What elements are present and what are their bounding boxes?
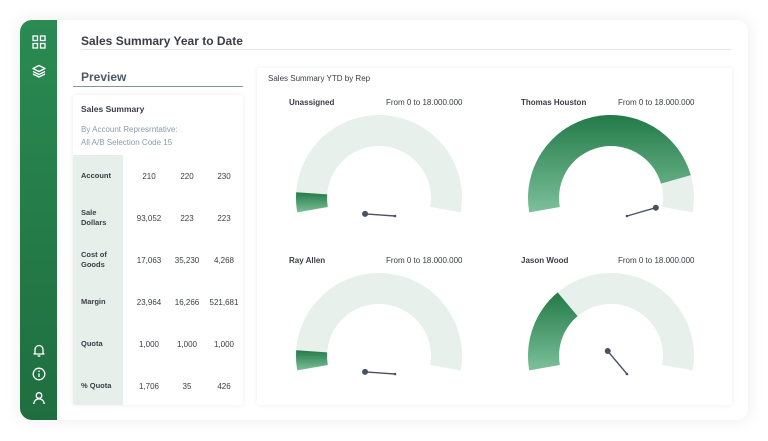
gauge-panel-title: Sales Summary YTD by Rep: [268, 74, 371, 83]
gauge-needle: [626, 207, 657, 217]
gauge-range: From 0 to 18.000.000: [386, 98, 463, 107]
table-cell: 35,230: [174, 255, 200, 265]
table-cell: 16,266: [174, 297, 200, 307]
row-label: Account: [73, 155, 123, 197]
row-label: Sale Dollars: [73, 197, 123, 239]
gauge-needle-head: [362, 210, 369, 217]
gauge-needle-pivot: [625, 214, 629, 218]
table-cell: 17,063: [136, 255, 162, 265]
gauge-needle-pivot: [393, 214, 397, 218]
page-title: Sales Summary Year to Date: [81, 34, 243, 48]
table-cell: 4,268: [213, 255, 235, 265]
grid-icon[interactable]: [30, 33, 47, 50]
preview-card-title: Sales Summary: [81, 104, 145, 114]
gauge-range: From 0 to 18.000.000: [618, 98, 695, 107]
table-cell: 93,052: [136, 213, 162, 223]
gauge-needle: [607, 350, 628, 375]
subtitle-line-2: All A/B Selection Code 15: [81, 138, 173, 147]
table-cell: 35: [182, 381, 192, 391]
gauge-layer: [296, 114, 694, 376]
table-row: Account 210 220 230: [73, 155, 243, 197]
gauge-needle-pivot: [393, 372, 397, 376]
table-cell: 23,964: [136, 297, 162, 307]
gauge-fill: [528, 115, 691, 213]
preview-card-subtitle: By Account Represrntative: All A/B Selec…: [81, 123, 178, 149]
table-row: % Quota 1,706 35 426: [73, 365, 243, 405]
gauge-track: [528, 273, 694, 371]
preview-heading: Preview: [73, 68, 243, 87]
table-row: Margin 23,964 16,266 521,681: [73, 281, 243, 323]
layers-icon[interactable]: [30, 62, 47, 79]
table-cell: 1,000: [213, 339, 235, 349]
gauge-name-ray-allen: Ray Allen: [289, 256, 326, 265]
row-label: Margin: [73, 281, 123, 323]
table-cell: 1,000: [176, 339, 198, 349]
gauge-charts: [296, 114, 694, 376]
row-label: Quota: [73, 323, 123, 365]
gauge-name-thomas-houston: Thomas Houston: [521, 98, 587, 107]
table-cell: 521,681: [209, 297, 239, 307]
gauge-name-unassigned: Unassigned: [289, 98, 335, 107]
gauge-range: From 0 to 18.000.000: [618, 256, 695, 265]
gauge-track: [296, 114, 462, 213]
gauge-needle: [365, 213, 396, 217]
table-cell: 220: [180, 171, 194, 181]
table-cell: 223: [180, 213, 194, 223]
user-icon[interactable]: [30, 389, 47, 406]
gauge-panel: Sales Summary YTD by Rep Unassigned From…: [257, 68, 732, 405]
gauge-needle-head: [604, 348, 611, 355]
table-cell: 1,706: [138, 381, 160, 391]
table-row: Sale Dollars 93,052 223 223: [73, 197, 243, 239]
app-window: Sales Summary Year to Date Preview Sales…: [20, 20, 748, 420]
table-row: Cost of Goods 17,063 35,230 4,268: [73, 239, 243, 281]
gauge-needle: [365, 371, 396, 375]
gauge-track: [296, 272, 462, 371]
row-label: % Quota: [73, 365, 123, 405]
gauge-fill: [296, 192, 328, 213]
table-cell: 223: [217, 213, 231, 223]
subtitle-line-1: By Account Represrntative:: [81, 125, 178, 134]
table-cell: 230: [217, 171, 231, 181]
summary-table: Account 210 220 230 Sale Dollars 93,052 …: [73, 155, 243, 405]
preview-heading-label: Preview: [81, 70, 127, 84]
gauge-range: From 0 to 18.000.000: [386, 256, 463, 265]
preview-card: Sales Summary By Account Represrntative:…: [73, 95, 243, 405]
sidebar: [20, 20, 57, 420]
bell-icon[interactable]: [30, 341, 47, 358]
table-cell: 426: [217, 381, 231, 391]
row-label: Cost of Goods: [73, 239, 123, 281]
gauge-needle-head: [362, 368, 369, 375]
table-cell: 1,000: [138, 339, 160, 349]
gauge-fill: [296, 350, 328, 371]
table-cell: 210: [142, 171, 156, 181]
gauge-needle-head: [652, 204, 659, 211]
gauge-needle-pivot: [625, 372, 629, 376]
title-divider: [81, 49, 731, 50]
gauge-fill: [528, 292, 578, 371]
gauge-name-jason-wood: Jason Wood: [521, 256, 569, 265]
info-icon[interactable]: [30, 365, 47, 382]
table-row: Quota 1,000 1,000 1,000: [73, 323, 243, 365]
